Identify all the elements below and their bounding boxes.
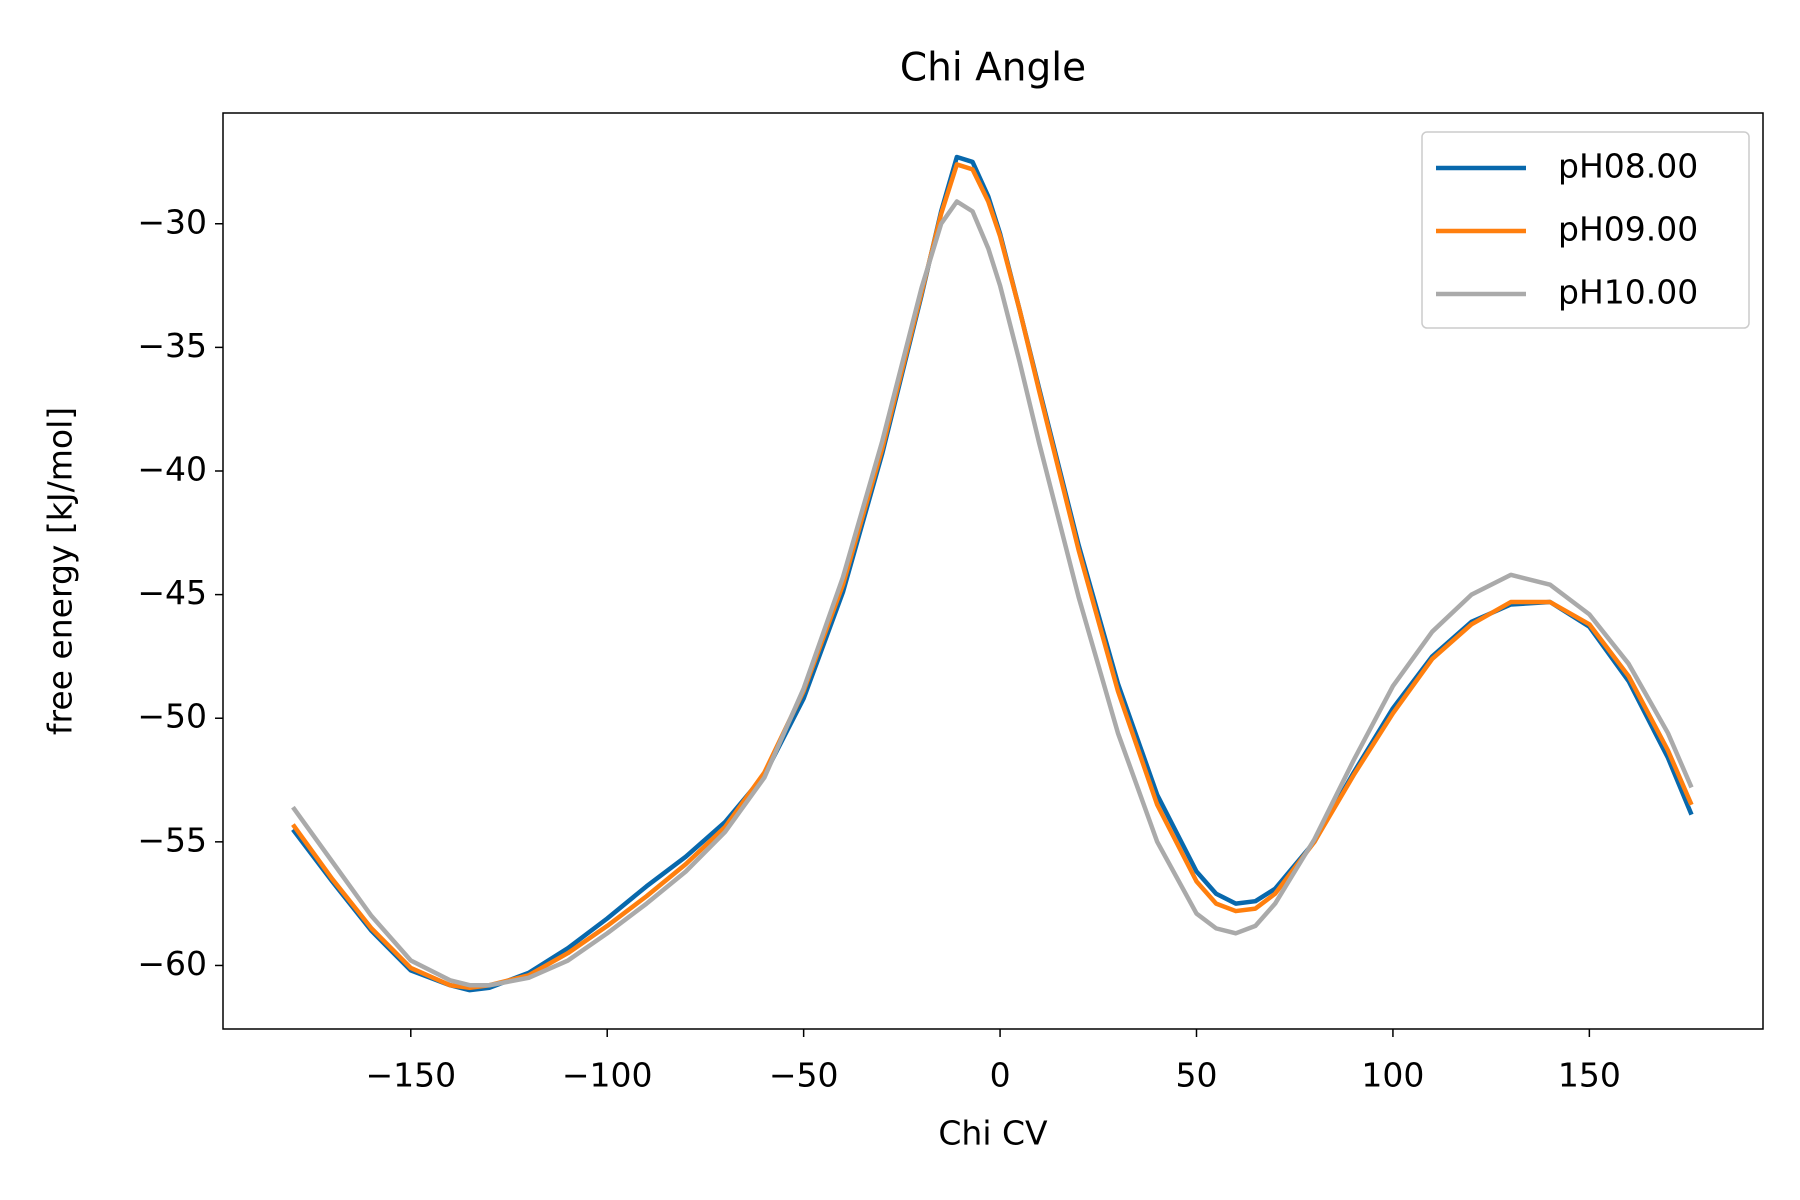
plot-frame: [222, 112, 1764, 1030]
y-tick-label: −45: [137, 573, 207, 612]
y-tick-label: −40: [137, 449, 207, 488]
x-tick-label: −150: [365, 1056, 456, 1095]
y-axis-label: free energy [kJ/mol]: [41, 407, 80, 735]
line-series: [291, 162, 1694, 990]
x-tick-label: −100: [562, 1056, 653, 1095]
y-tick-label: −60: [137, 944, 207, 983]
y-tick-label: −55: [137, 820, 207, 859]
legend-label: pH09.00: [1558, 210, 1698, 249]
legend-label: pH08.00: [1558, 147, 1698, 186]
legend-box: [1421, 131, 1750, 329]
legend-label: pH10.00: [1558, 273, 1698, 312]
y-tick-label: −30: [137, 202, 207, 241]
y-tick-label: −50: [137, 697, 207, 736]
x-tick-label: 150: [1558, 1056, 1621, 1095]
line-series: [291, 199, 1694, 988]
legend: pH08.00 pH09.00 pH10.00: [1421, 131, 1750, 329]
chart-title: Chi Angle: [900, 46, 1086, 91]
x-tick-label: 0: [990, 1056, 1011, 1095]
x-tick-label: 50: [1176, 1056, 1218, 1095]
x-tick-label: −50: [769, 1056, 839, 1095]
x-axis-label: Chi CV: [938, 1114, 1048, 1153]
y-tick-label: −35: [137, 326, 207, 365]
x-tick-label: 100: [1361, 1056, 1424, 1095]
